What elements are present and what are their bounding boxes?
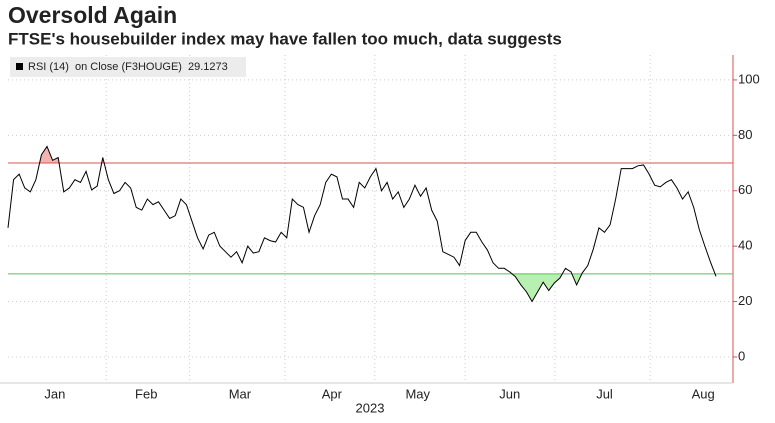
x-tick-label: Apr [322,386,343,401]
legend-name: RSI (14) [28,61,69,73]
x-tick-label: Aug [692,386,715,401]
legend-value: 29.1273 [188,61,228,73]
legend-swatch [16,63,23,70]
x-tick-label: Feb [135,386,157,401]
chart-title: Oversold Again [8,2,177,28]
x-tick-label: Jun [499,386,520,401]
y-tick-label: 20 [738,293,752,308]
legend-detail: on Close (F3HOUGE) [75,61,182,73]
legend-box [10,57,246,77]
rsi-line [7,145,717,303]
y-tick-label: 40 [738,238,752,253]
x-tick-label: May [405,386,430,401]
legend-text: RSI (14) on Close (F3HOUGE) 29.1273 [28,61,228,73]
y-tick-label: 60 [738,182,752,197]
y-tick-label: 100 [738,71,760,86]
x-tick-label: Jan [44,386,65,401]
oversold-area [512,273,716,302]
y-tick-label: 80 [738,127,752,142]
x-tick-label: Jul [596,386,613,401]
x-axis-label: 2023 [356,400,385,415]
x-tick-label: Mar [229,386,252,401]
chart-subtitle: FTSE's housebuilder index may have falle… [8,29,562,48]
y-tick-label: 0 [738,348,745,363]
